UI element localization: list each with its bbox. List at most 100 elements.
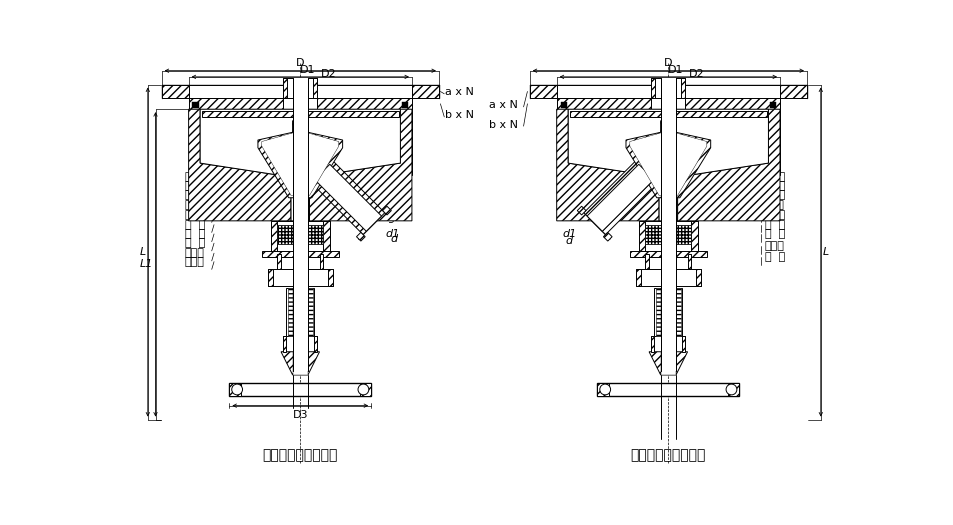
Text: 孔  板: 孔 板 xyxy=(763,172,784,182)
Bar xyxy=(659,78,676,371)
Polygon shape xyxy=(281,352,319,375)
Text: 大手轮: 大手轮 xyxy=(185,248,205,258)
Bar xyxy=(400,109,412,163)
Text: D2: D2 xyxy=(688,69,704,79)
Text: 阀  芯: 阀 芯 xyxy=(185,181,205,191)
Bar xyxy=(557,98,780,109)
Circle shape xyxy=(599,384,610,395)
Bar xyxy=(359,383,371,396)
Text: 大手轮: 大手轮 xyxy=(763,242,783,251)
Bar xyxy=(644,254,691,269)
Text: D0: D0 xyxy=(564,213,580,223)
Text: D3: D3 xyxy=(293,410,308,419)
Bar xyxy=(286,288,314,337)
Bar xyxy=(557,163,644,175)
Polygon shape xyxy=(625,121,710,198)
Bar xyxy=(401,102,408,109)
Bar xyxy=(684,98,780,109)
Bar xyxy=(727,383,739,396)
Text: 下展示放料阀结构图: 下展示放料阀结构图 xyxy=(630,449,705,463)
Bar xyxy=(767,109,780,163)
Bar xyxy=(691,163,780,175)
Text: 上展示放料阀结构图: 上展示放料阀结构图 xyxy=(262,449,337,463)
Bar xyxy=(639,221,697,254)
Text: d: d xyxy=(390,234,397,244)
Bar xyxy=(651,98,684,109)
Bar xyxy=(769,102,776,109)
Bar xyxy=(696,269,700,286)
Bar xyxy=(654,288,681,337)
Bar xyxy=(283,98,317,109)
Polygon shape xyxy=(677,109,780,221)
Polygon shape xyxy=(200,109,400,221)
Text: Dg: Dg xyxy=(380,213,395,223)
Polygon shape xyxy=(309,109,412,221)
Text: 丝  杆: 丝 杆 xyxy=(763,252,784,262)
Text: 小手轮: 小手轮 xyxy=(185,257,205,267)
Text: 丝  杆: 丝 杆 xyxy=(185,229,205,239)
Bar xyxy=(560,102,566,109)
Text: 密封圈: 密封圈 xyxy=(185,201,205,211)
Bar xyxy=(277,254,281,269)
Bar xyxy=(189,98,283,109)
Bar xyxy=(557,109,568,163)
Text: D1: D1 xyxy=(668,65,683,75)
Text: D: D xyxy=(295,58,304,68)
Text: L1: L1 xyxy=(140,259,153,269)
Text: 支  架: 支 架 xyxy=(763,219,784,230)
Text: d: d xyxy=(564,236,572,246)
Bar xyxy=(189,98,412,109)
Text: 阀  体: 阀 体 xyxy=(763,191,784,201)
Polygon shape xyxy=(583,161,657,235)
Bar xyxy=(271,221,329,254)
Text: a x N: a x N xyxy=(444,87,474,97)
Text: D2: D2 xyxy=(321,69,336,79)
Polygon shape xyxy=(261,122,338,195)
Bar xyxy=(323,221,329,254)
Bar xyxy=(268,269,333,286)
Polygon shape xyxy=(586,164,654,232)
Polygon shape xyxy=(577,206,585,215)
Bar xyxy=(597,383,608,396)
Text: d0: d0 xyxy=(677,145,693,158)
Bar xyxy=(636,269,640,286)
Text: D1: D1 xyxy=(300,65,315,75)
Text: b x N: b x N xyxy=(489,120,517,130)
Bar xyxy=(283,337,317,352)
Bar xyxy=(271,221,277,254)
Circle shape xyxy=(357,384,369,395)
Bar xyxy=(261,251,338,257)
Text: d1: d1 xyxy=(385,229,399,239)
Bar xyxy=(651,78,684,98)
Bar xyxy=(639,221,644,254)
Bar xyxy=(319,254,323,269)
Circle shape xyxy=(725,384,736,395)
Text: 阀  杆: 阀 杆 xyxy=(185,238,205,248)
Text: 支  架: 支 架 xyxy=(185,219,205,230)
Bar xyxy=(780,85,806,98)
Polygon shape xyxy=(311,161,384,235)
Bar xyxy=(656,288,679,337)
Text: 孔  板: 孔 板 xyxy=(185,172,205,182)
Bar xyxy=(529,85,557,98)
Text: b x N: b x N xyxy=(444,110,474,120)
Bar xyxy=(189,163,277,175)
Bar xyxy=(644,254,648,269)
Bar xyxy=(651,337,684,352)
Polygon shape xyxy=(659,352,676,375)
Bar xyxy=(229,383,371,396)
Bar xyxy=(651,78,655,98)
Bar xyxy=(268,269,273,286)
Bar xyxy=(636,269,700,286)
Bar xyxy=(629,251,706,257)
Bar xyxy=(161,85,189,98)
Bar xyxy=(659,288,676,337)
Bar xyxy=(557,85,780,98)
Bar xyxy=(597,383,739,396)
Bar xyxy=(229,383,241,396)
Polygon shape xyxy=(257,121,342,198)
Bar xyxy=(201,111,398,117)
Circle shape xyxy=(232,384,242,395)
Bar xyxy=(283,78,287,98)
Polygon shape xyxy=(648,352,687,375)
